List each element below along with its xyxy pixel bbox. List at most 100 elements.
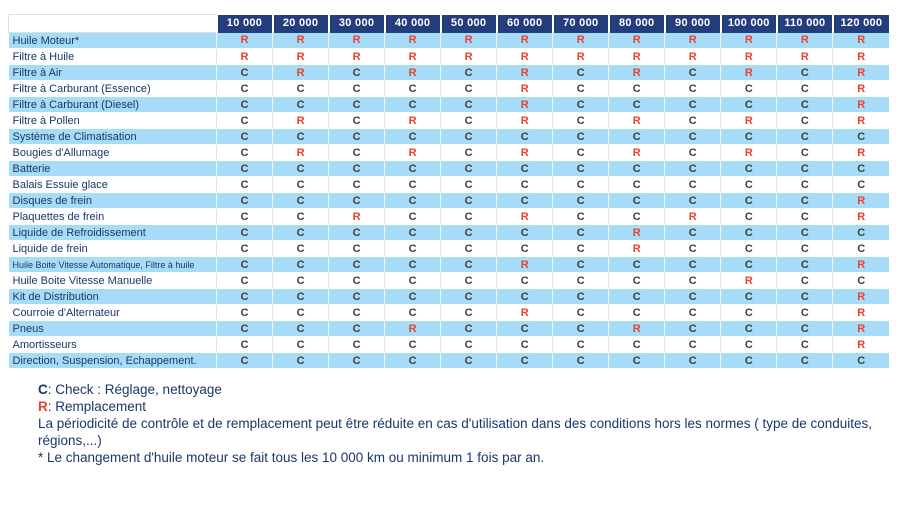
schedule-cell: C bbox=[440, 128, 497, 145]
schedule-cell: R bbox=[720, 272, 777, 289]
schedule-cell: C bbox=[215, 128, 273, 145]
schedule-cell: C bbox=[440, 64, 497, 81]
schedule-cell: C bbox=[328, 160, 385, 177]
legend-check: C: Check : Réglage, nettoyage bbox=[38, 381, 890, 398]
schedule-cell: C bbox=[440, 272, 497, 289]
schedule-cell: C bbox=[664, 352, 721, 369]
schedule-cell: R bbox=[496, 64, 553, 81]
schedule-cell: C bbox=[552, 272, 609, 289]
schedule-cell: C bbox=[664, 288, 721, 305]
column-header: 120 000 bbox=[831, 14, 889, 33]
schedule-cell: R bbox=[720, 64, 777, 81]
row-label: Pneus bbox=[8, 320, 217, 337]
schedule-cell: R bbox=[608, 32, 665, 49]
schedule-cell: C bbox=[384, 192, 441, 209]
schedule-cell: C bbox=[608, 336, 665, 353]
schedule-cell: C bbox=[664, 256, 721, 273]
schedule-cell: R bbox=[832, 96, 889, 113]
schedule-cell: C bbox=[328, 96, 385, 113]
schedule-cell: R bbox=[272, 48, 329, 65]
schedule-cell: R bbox=[776, 32, 833, 49]
row-label: Bougies d'Allumage bbox=[8, 144, 217, 161]
schedule-cell: C bbox=[215, 272, 273, 289]
schedule-cell: C bbox=[272, 128, 329, 145]
schedule-cell: C bbox=[664, 96, 721, 113]
schedule-cell: C bbox=[496, 176, 553, 193]
schedule-cell: C bbox=[552, 96, 609, 113]
schedule-cell: C bbox=[664, 128, 721, 145]
schedule-cell: R bbox=[832, 48, 889, 65]
schedule-cell: C bbox=[328, 272, 385, 289]
maintenance-schedule-page: 10 000 20 000 30 000 40 000 50 000 60 000 70 0… bbox=[0, 14, 897, 517]
schedule-cell: C bbox=[215, 208, 273, 225]
schedule-cell: C bbox=[215, 80, 273, 97]
schedule-cell: C bbox=[720, 160, 777, 177]
schedule-cell: C bbox=[552, 160, 609, 177]
schedule-cell: C bbox=[608, 80, 665, 97]
schedule-cell: R bbox=[384, 32, 441, 49]
schedule-cell: R bbox=[832, 144, 889, 161]
schedule-cell: C bbox=[552, 320, 609, 337]
row-label: Disques de frein bbox=[8, 192, 217, 209]
schedule-cell: R bbox=[664, 32, 721, 49]
schedule-cell: C bbox=[440, 96, 497, 113]
schedule-cell: C bbox=[496, 128, 553, 145]
schedule-cell: C bbox=[272, 272, 329, 289]
schedule-cell: C bbox=[552, 144, 609, 161]
schedule-cell: C bbox=[608, 160, 665, 177]
schedule-cell: C bbox=[664, 144, 721, 161]
schedule-cell: R bbox=[496, 80, 553, 97]
schedule-cell: R bbox=[440, 48, 497, 65]
row-label: Batterie bbox=[8, 160, 217, 177]
schedule-cell: C bbox=[272, 192, 329, 209]
row-label: Amortisseurs bbox=[8, 336, 217, 353]
schedule-cell: C bbox=[608, 288, 665, 305]
table-row: Huile Boite Vitesse Automatique, Filtre … bbox=[8, 256, 889, 273]
schedule-cell: C bbox=[608, 272, 665, 289]
schedule-cell: C bbox=[440, 336, 497, 353]
schedule-cell: C bbox=[608, 128, 665, 145]
schedule-cell: C bbox=[272, 336, 329, 353]
schedule-cell: C bbox=[664, 336, 721, 353]
schedule-cell: C bbox=[720, 208, 777, 225]
schedule-cell: C bbox=[440, 176, 497, 193]
table-row: Direction, Suspension, Echappement. C C C C C… bbox=[8, 352, 889, 369]
schedule-cell: C bbox=[328, 304, 385, 321]
schedule-cell: C bbox=[496, 352, 553, 369]
column-header: 100 000 bbox=[719, 14, 777, 33]
schedule-cell: C bbox=[608, 96, 665, 113]
schedule-cell: C bbox=[720, 80, 777, 97]
header-row: 10 000 20 000 30 000 40 000 50 000 60 000 70 0… bbox=[8, 14, 889, 33]
schedule-cell: C bbox=[215, 336, 273, 353]
schedule-cell: R bbox=[608, 144, 665, 161]
schedule-cell: R bbox=[440, 32, 497, 49]
schedule-cell: C bbox=[552, 304, 609, 321]
schedule-cell: C bbox=[215, 320, 273, 337]
schedule-cell: C bbox=[328, 256, 385, 273]
schedule-cell: C bbox=[440, 160, 497, 177]
schedule-cell: C bbox=[215, 288, 273, 305]
schedule-cell: C bbox=[440, 80, 497, 97]
row-label: Kit de Distribution bbox=[8, 288, 217, 305]
schedule-cell: R bbox=[272, 112, 329, 129]
schedule-cell: C bbox=[608, 176, 665, 193]
schedule-cell: C bbox=[496, 240, 553, 257]
schedule-cell: C bbox=[384, 176, 441, 193]
schedule-cell: C bbox=[215, 160, 273, 177]
schedule-cell: C bbox=[496, 320, 553, 337]
schedule-cell: R bbox=[776, 48, 833, 65]
schedule-cell: C bbox=[215, 256, 273, 273]
schedule-cell: R bbox=[832, 256, 889, 273]
table-row: Huile Moteur* R R R R R R R R R R R R bbox=[8, 32, 889, 49]
schedule-cell: C bbox=[384, 240, 441, 257]
schedule-cell: R bbox=[215, 48, 273, 65]
schedule-cell: C bbox=[608, 192, 665, 209]
schedule-cell: C bbox=[720, 192, 777, 209]
schedule-cell: C bbox=[384, 256, 441, 273]
schedule-cell: C bbox=[384, 224, 441, 241]
schedule-cell: C bbox=[776, 352, 833, 369]
schedule-cell: C bbox=[664, 240, 721, 257]
schedule-cell: C bbox=[328, 112, 385, 129]
schedule-cell: C bbox=[496, 224, 553, 241]
schedule-cell: C bbox=[328, 176, 385, 193]
